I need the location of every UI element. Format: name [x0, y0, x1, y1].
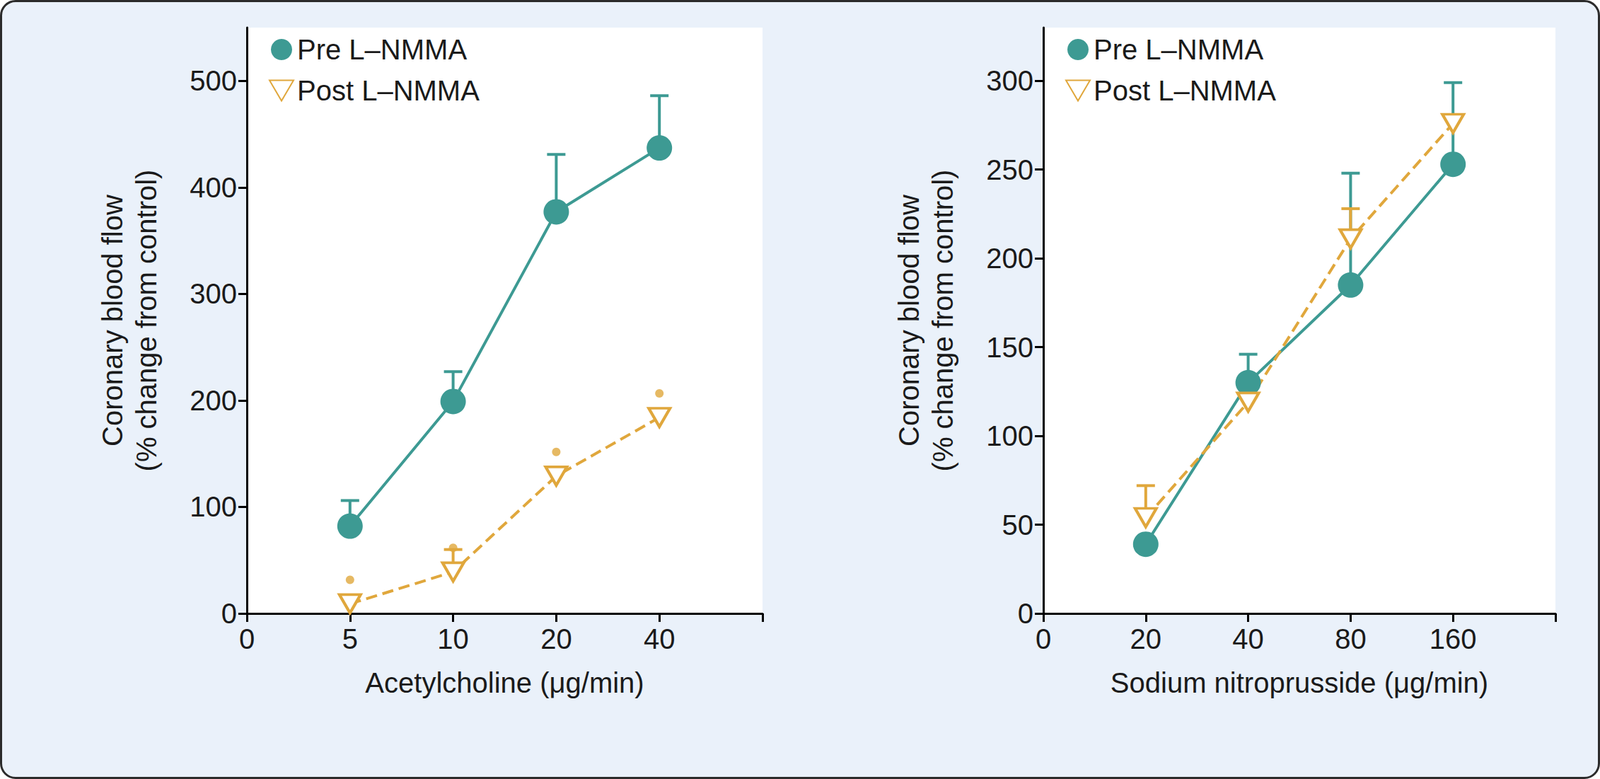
svg-text:500: 500 [189, 65, 237, 97]
svg-text:0: 0 [239, 623, 255, 655]
svg-text:200: 200 [189, 384, 237, 416]
svg-text:Post L–NMMA: Post L–NMMA [297, 74, 480, 107]
svg-text:Pre L–NMMA: Pre L–NMMA [1093, 33, 1264, 66]
svg-text:40: 40 [1232, 623, 1265, 655]
svg-text:Pre L–NMMA: Pre L–NMMA [297, 33, 467, 66]
svg-text:50: 50 [1002, 509, 1035, 541]
svg-text:300: 300 [986, 65, 1034, 97]
svg-text:400: 400 [189, 171, 237, 204]
svg-text:0: 0 [1017, 597, 1034, 629]
svg-text:Sodium nitroprusside (μg/min): Sodium nitroprusside (μg/min) [1110, 667, 1489, 699]
svg-text:Coronary blood flow: Coronary blood flow [893, 194, 925, 447]
svg-text:80: 80 [1334, 623, 1367, 655]
svg-text:250: 250 [986, 154, 1034, 186]
svg-text:40: 40 [643, 623, 676, 655]
svg-text:100: 100 [986, 420, 1034, 452]
svg-text:160: 160 [1429, 623, 1477, 655]
svg-text:Coronary blood flow: Coronary blood flow [96, 194, 129, 447]
svg-text:0: 0 [1035, 623, 1052, 655]
svg-text:20: 20 [540, 623, 573, 655]
svg-text:5: 5 [342, 623, 358, 655]
svg-text:300: 300 [189, 277, 237, 310]
svg-text:Acetylcholine (μg/min): Acetylcholine (μg/min) [364, 667, 644, 699]
svg-text:(% change from control): (% change from control) [130, 169, 162, 472]
svg-text:100: 100 [189, 490, 237, 523]
svg-text:Post L–NMMA: Post L–NMMA [1093, 74, 1277, 107]
svg-text:150: 150 [986, 331, 1034, 363]
svg-text:200: 200 [986, 242, 1034, 274]
svg-text:(% change from control): (% change from control) [927, 169, 959, 472]
svg-text:20: 20 [1130, 623, 1163, 655]
svg-text:0: 0 [221, 597, 237, 629]
svg-text:10: 10 [437, 623, 469, 655]
